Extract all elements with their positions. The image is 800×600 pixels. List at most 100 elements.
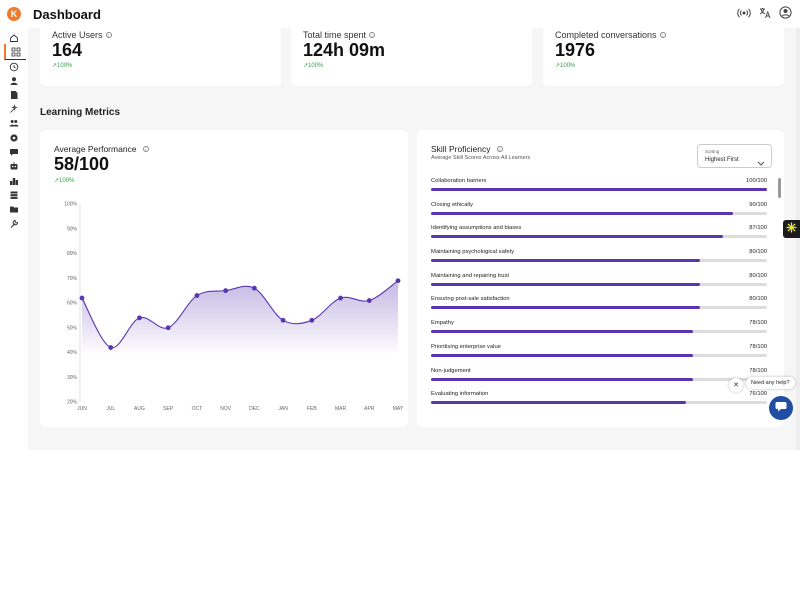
sidebar-item-chat-bubble[interactable] [7, 145, 21, 159]
translate-icon[interactable] [759, 7, 771, 19]
stat-card-time-spent: Total time spent i 124h 09m ↗100% [291, 24, 532, 86]
sort-dropdown[interactable]: Sorting Highest First [697, 144, 772, 168]
x-tick-label: AUG [134, 406, 145, 412]
info-icon[interactable]: i [369, 32, 376, 38]
skill-score: 100/100 [746, 178, 767, 184]
data-point-aug[interactable] [137, 315, 142, 321]
skill-progress-track [431, 259, 767, 263]
skill-score: 78/100 [749, 343, 767, 350]
skill-progress-fill [431, 259, 700, 263]
info-icon[interactable]: i [659, 32, 666, 38]
series-line [81, 280, 399, 349]
skill-name: Maintaining and repairing trust [431, 272, 509, 279]
info-icon[interactable]: i [496, 146, 503, 152]
data-point-nov[interactable] [223, 288, 229, 294]
app-logo[interactable]: K [7, 7, 21, 21]
skill-progress-fill [431, 211, 734, 215]
stat-label: Total time spent i [303, 30, 376, 40]
y-tick-label: 20% [67, 400, 78, 406]
data-point-jul[interactable] [108, 345, 114, 350]
skill-name: Ensuring post-sale satisfaction [431, 296, 510, 303]
series-area [82, 280, 398, 353]
performance-card: Average Performance i 58/100 ↗100% 100% 90… [40, 130, 408, 427]
skill-progress-fill [431, 377, 694, 381]
stat-value: 124h 09m [303, 40, 386, 60]
chat-bubble-icon [9, 147, 19, 157]
skill-list-scrollbar[interactable] [778, 178, 781, 198]
chat-launcher-button[interactable] [769, 396, 793, 420]
page-scrollbar[interactable] [796, 28, 800, 450]
sidebar-item-library[interactable] [7, 188, 21, 202]
skill-row: Maintaining psychological safety 80/100 [431, 249, 767, 273]
skill-score: 90/100 [749, 201, 767, 208]
help-close-button[interactable]: ✕ [729, 378, 743, 392]
stat-card-active-users: Active Users i 164 ↗100% [40, 24, 281, 86]
data-point-apr[interactable] [366, 298, 372, 303]
y-tick-label: 90% [67, 226, 78, 232]
broadcast-icon[interactable] [737, 7, 751, 19]
x-tick-label: MAR [335, 406, 347, 412]
stat-change: ↗100% [52, 63, 73, 69]
sidebar-item-dashboard-grid[interactable] [4, 44, 26, 60]
robot-icon [9, 161, 19, 171]
skill-progress-track [431, 377, 767, 381]
skill-progress-track [431, 353, 767, 357]
skill-progress-track [431, 211, 767, 215]
sidebar-item-wrench[interactable] [7, 217, 21, 231]
x-tick-label: DEC [249, 406, 260, 412]
data-point-may[interactable] [395, 278, 401, 284]
data-point-mar[interactable] [338, 295, 343, 301]
data-point-feb[interactable] [309, 317, 315, 323]
sidebar-item-person[interactable] [7, 74, 21, 88]
sidebar-item-robot[interactable] [7, 159, 21, 173]
info-icon[interactable]: i [142, 146, 149, 152]
data-point-jan[interactable] [280, 317, 286, 323]
skill-name: Collaboration barriers [431, 178, 487, 184]
performance-value: 58/100 [54, 154, 110, 174]
sidebar-item-history-clock[interactable] [7, 60, 21, 74]
sidebar-item-settings-gear[interactable] [7, 131, 21, 145]
sidebar-item-team[interactable] [7, 116, 21, 130]
sidebar-item-document[interactable] [7, 88, 21, 102]
skill-progress-fill [431, 188, 767, 191]
top-bar: K Dashboard [0, 0, 800, 28]
library-icon [9, 190, 19, 200]
data-point-oct[interactable] [194, 293, 200, 298]
sidebar-item-folder[interactable] [7, 202, 21, 216]
wrench-icon [9, 219, 19, 229]
skill-row: Empathy 78/100 [431, 320, 767, 344]
data-point-jun[interactable] [79, 295, 85, 301]
document-icon [9, 90, 19, 100]
skill-list[interactable]: Collaboration barriers 100/100 Closing eth… [431, 178, 767, 410]
user-account-icon[interactable] [779, 6, 792, 19]
data-point-dec[interactable] [251, 285, 257, 291]
sidebar-item-home[interactable] [7, 31, 21, 45]
stat-card-conversations: Completed conversations i 1976 ↗100% [543, 24, 784, 86]
x-tick-label: MAY [393, 406, 404, 412]
team-icon [9, 118, 19, 128]
skill-progress-fill [431, 353, 694, 357]
skill-name: Empathy [431, 320, 454, 327]
side-widget-tab[interactable] [783, 220, 800, 238]
settings-gear-icon [9, 133, 19, 143]
skill-name: Prioritising enterprise value [431, 343, 501, 350]
y-tick-label: 60% [67, 301, 78, 307]
sidebar-item-ai-tools[interactable] [7, 102, 21, 116]
skill-progress-track [431, 282, 767, 286]
skill-row: Prioritising enterprise value 78/100 [431, 344, 767, 368]
help-bubble[interactable]: Need any help? [746, 377, 795, 389]
stat-change: ↗100% [555, 63, 576, 69]
person-icon [9, 76, 19, 86]
page-title: Dashboard [33, 7, 101, 22]
chat-icon [775, 399, 787, 417]
skill-score: 80/100 [749, 296, 767, 303]
info-icon[interactable]: i [105, 32, 112, 38]
ai-tools-icon [9, 104, 19, 114]
sort-value: Highest First [705, 157, 739, 163]
y-tick-label: 30% [67, 375, 78, 381]
history-clock-icon [9, 62, 19, 72]
data-point-sep[interactable] [165, 325, 171, 331]
skill-name: Evaluating information [431, 391, 489, 398]
sidebar-item-leaderboard[interactable] [7, 174, 21, 188]
